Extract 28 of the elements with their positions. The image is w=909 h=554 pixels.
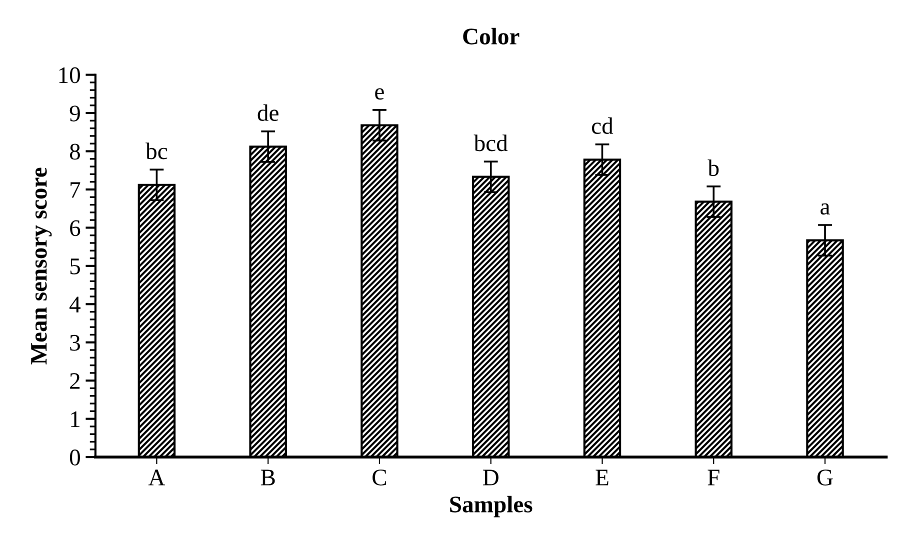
x-tick-label: A [148,470,166,486]
chart-title: Color [463,28,520,44]
annotation: a [820,203,830,215]
y-tick-label: 9 [70,106,80,122]
y-tick-label: 3 [70,334,80,351]
annotation: de [258,104,278,122]
annotation: bc [146,142,168,160]
y-tick-label: 7 [70,182,80,198]
y-tick-label: 5 [70,258,80,274]
x-tick-label: C [372,470,386,486]
x-tick-label: B [260,470,275,486]
x-tick-label: E [596,470,608,486]
x-tick-label: F [708,470,720,486]
annotation: bcd [474,134,508,152]
y-tick-label: 10 [59,67,80,84]
annotation: cd [592,117,614,134]
y-tick-label: 6 [70,220,80,236]
y-axis-title: Mean sensory score [31,168,52,364]
y-tick-label: 2 [70,373,80,389]
annotation: e [375,88,384,100]
y-tick-label: 1 [71,411,80,428]
y-tick-label: 8 [70,144,80,160]
x-tick-label: D [483,470,498,486]
y-tick-label: 4 [70,296,80,312]
x-tick-label: G [817,470,833,486]
y-tick-label: 0 [70,450,80,466]
x-axis-title: Samples [450,496,532,518]
annotation: b [708,159,719,176]
